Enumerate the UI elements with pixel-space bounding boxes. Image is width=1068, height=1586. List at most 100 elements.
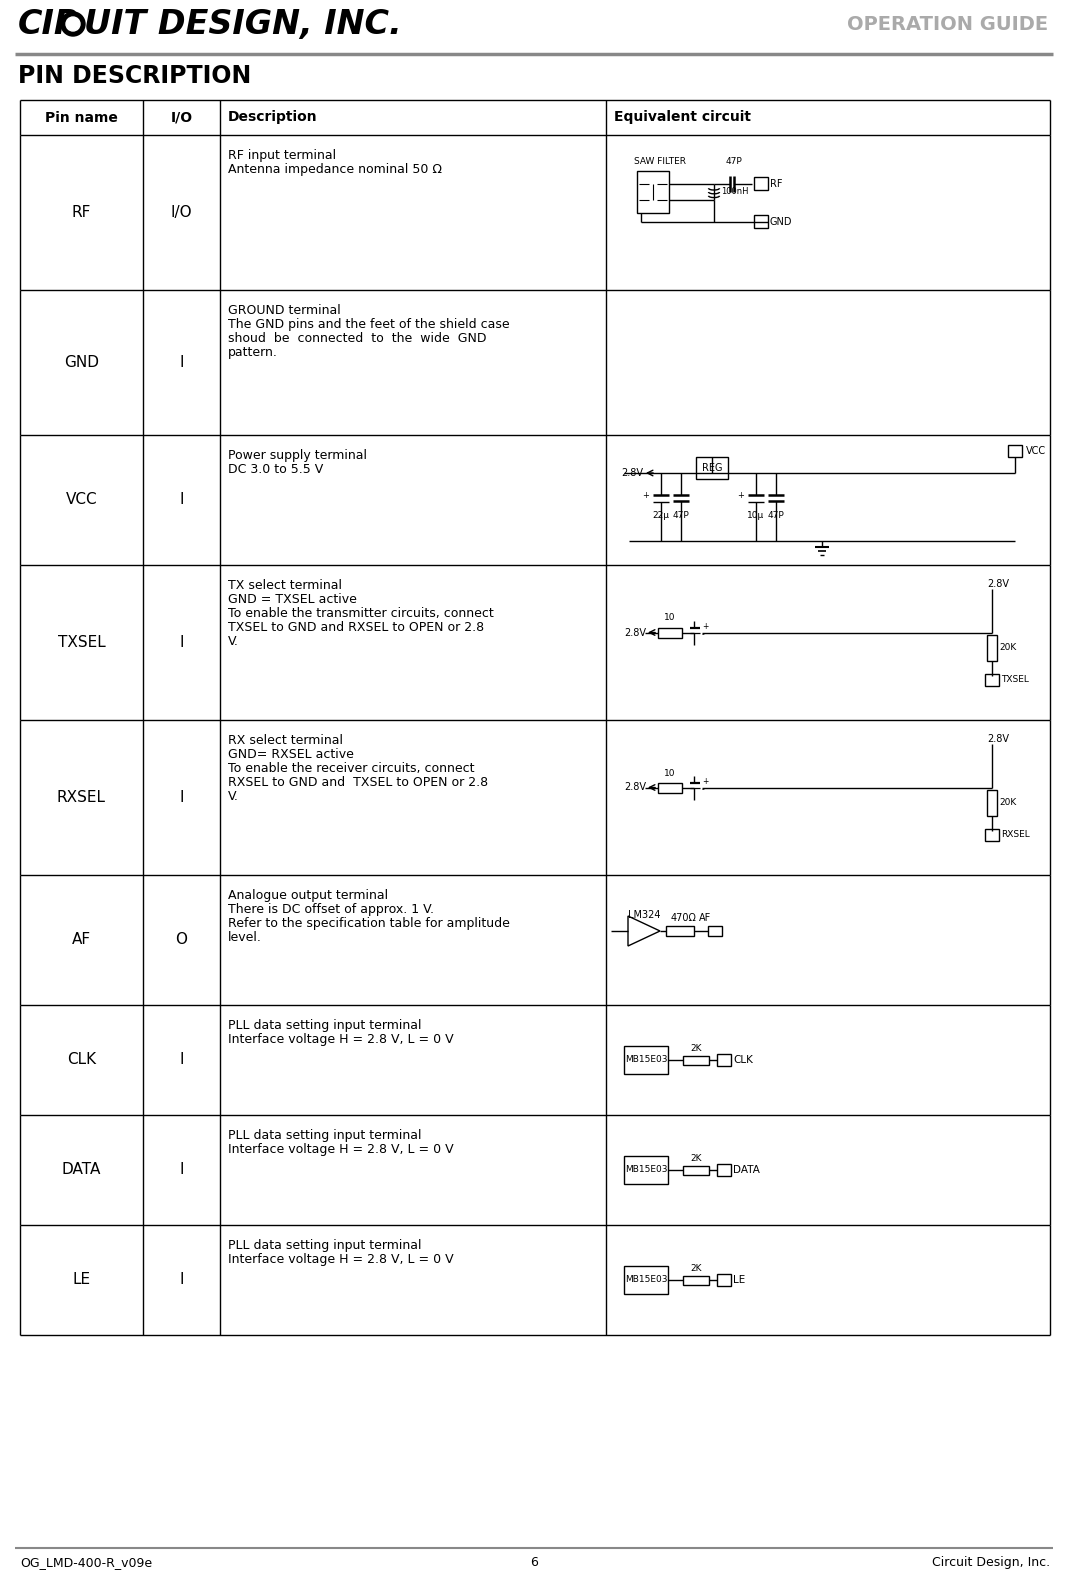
Bar [658,628,682,638]
Bar [624,1047,668,1074]
Text: Description: Description [227,111,317,124]
Text: pattern.: pattern. [227,346,278,358]
Text: The GND pins and the feet of the shield case: The GND pins and the feet of the shield … [227,319,509,331]
Text: SAW FILTER: SAW FILTER [634,157,686,167]
Bar [985,674,999,685]
Bar [666,926,694,936]
Text: V.: V. [227,634,239,649]
Text: 2.8V: 2.8V [987,734,1009,744]
Text: 10μ: 10μ [748,511,765,520]
Text: LM324: LM324 [628,910,660,920]
Text: To enable the receiver circuits, connect: To enable the receiver circuits, connect [227,761,474,776]
Text: PLL data setting input terminal: PLL data setting input terminal [227,1018,422,1032]
Text: Analogue output terminal: Analogue output terminal [227,890,388,902]
Bar [754,214,768,227]
Text: RXSEL to GND and  TXSEL to OPEN or 2.8: RXSEL to GND and TXSEL to OPEN or 2.8 [227,776,488,788]
Bar [624,1266,668,1294]
Circle shape [61,13,85,36]
Text: 2K: 2K [690,1044,702,1053]
Bar [684,1056,709,1066]
Text: REG: REG [702,463,722,473]
Text: 20K: 20K [999,642,1017,652]
Bar [1008,446,1022,457]
Text: GND: GND [64,355,99,370]
Text: RXSEL: RXSEL [1001,829,1030,839]
Text: OPERATION GUIDE: OPERATION GUIDE [847,14,1048,33]
Text: I: I [179,1272,184,1288]
Text: +: + [642,490,649,500]
Text: GND: GND [770,217,792,227]
Text: Antenna impedance nominal 50 Ω: Antenna impedance nominal 50 Ω [227,163,442,176]
Text: 470Ω: 470Ω [671,914,697,923]
Text: MB15E03: MB15E03 [625,1056,668,1064]
Text: CIR: CIR [18,8,80,41]
Text: I/O: I/O [171,205,192,220]
Text: CLK: CLK [733,1055,753,1066]
Text: 47P: 47P [725,157,742,167]
Text: level.: level. [227,931,262,944]
Text: LE: LE [733,1275,745,1285]
Text: TXSEL to GND and RXSEL to OPEN or 2.8: TXSEL to GND and RXSEL to OPEN or 2.8 [227,622,484,634]
Text: OG_LMD-400-R_v09e: OG_LMD-400-R_v09e [20,1556,152,1569]
Text: 2.8V: 2.8V [624,628,646,638]
Text: Refer to the specification table for amplitude: Refer to the specification table for amp… [227,917,509,929]
Bar [658,782,682,793]
Text: DATA: DATA [62,1163,101,1177]
Text: RF input terminal: RF input terminal [227,149,336,162]
Text: TXSEL: TXSEL [1001,676,1028,684]
Text: DATA: DATA [733,1166,759,1175]
Text: I: I [179,790,184,806]
Text: 47P: 47P [673,511,689,520]
Text: CLK: CLK [67,1053,96,1067]
Text: 100nH: 100nH [721,187,749,197]
Text: GND = TXSEL active: GND = TXSEL active [227,593,357,606]
Text: AF: AF [72,933,91,947]
Text: 2K: 2K [690,1155,702,1163]
Text: RF: RF [770,179,783,189]
Text: I: I [179,1053,184,1067]
Text: PLL data setting input terminal: PLL data setting input terminal [227,1129,422,1142]
Text: RF: RF [72,205,91,220]
Text: PIN DESCRIPTION: PIN DESCRIPTION [18,63,251,87]
Text: I/O: I/O [171,111,192,124]
Text: I: I [179,493,184,508]
Bar [985,828,999,841]
Text: shoud  be  connected  to  the  wide  GND: shoud be connected to the wide GND [227,331,487,346]
Text: -: - [702,630,705,639]
Text: GND= RXSEL active: GND= RXSEL active [227,749,354,761]
Text: Interface voltage H = 2.8 V, L = 0 V: Interface voltage H = 2.8 V, L = 0 V [227,1032,454,1047]
Text: 10: 10 [664,614,676,622]
Text: V.: V. [227,790,239,803]
Text: 2.8V: 2.8V [987,579,1009,588]
Text: +: + [737,490,744,500]
Circle shape [66,17,80,32]
Text: O: O [175,933,188,947]
Text: 2.8V: 2.8V [621,468,643,477]
Bar [637,171,669,213]
Text: I: I [179,355,184,370]
Text: Interface voltage H = 2.8 V, L = 0 V: Interface voltage H = 2.8 V, L = 0 V [227,1253,454,1266]
Text: Pin name: Pin name [45,111,117,124]
Bar [987,790,998,815]
Text: UIT DESIGN, INC.: UIT DESIGN, INC. [84,8,402,41]
Text: LE: LE [73,1272,91,1288]
Text: RX select terminal: RX select terminal [227,734,343,747]
Text: Interface voltage H = 2.8 V, L = 0 V: Interface voltage H = 2.8 V, L = 0 V [227,1144,454,1156]
Text: RXSEL: RXSEL [57,790,106,806]
Text: +: + [702,777,708,787]
Text: PLL data setting input terminal: PLL data setting input terminal [227,1239,422,1251]
Text: There is DC offset of approx. 1 V.: There is DC offset of approx. 1 V. [227,902,434,917]
Bar [684,1277,709,1285]
Text: 10: 10 [664,769,676,777]
Bar [708,926,722,936]
Text: TX select terminal: TX select terminal [227,579,342,592]
Text: 20K: 20K [999,798,1017,807]
Text: I: I [179,634,184,650]
Text: To enable the transmitter circuits, connect: To enable the transmitter circuits, conn… [227,607,493,620]
Text: 2.8V: 2.8V [624,782,646,793]
Text: +: + [702,622,708,631]
Bar [684,1166,709,1175]
Bar [624,1156,668,1185]
Bar [754,178,768,190]
Text: 2K: 2K [690,1264,702,1274]
